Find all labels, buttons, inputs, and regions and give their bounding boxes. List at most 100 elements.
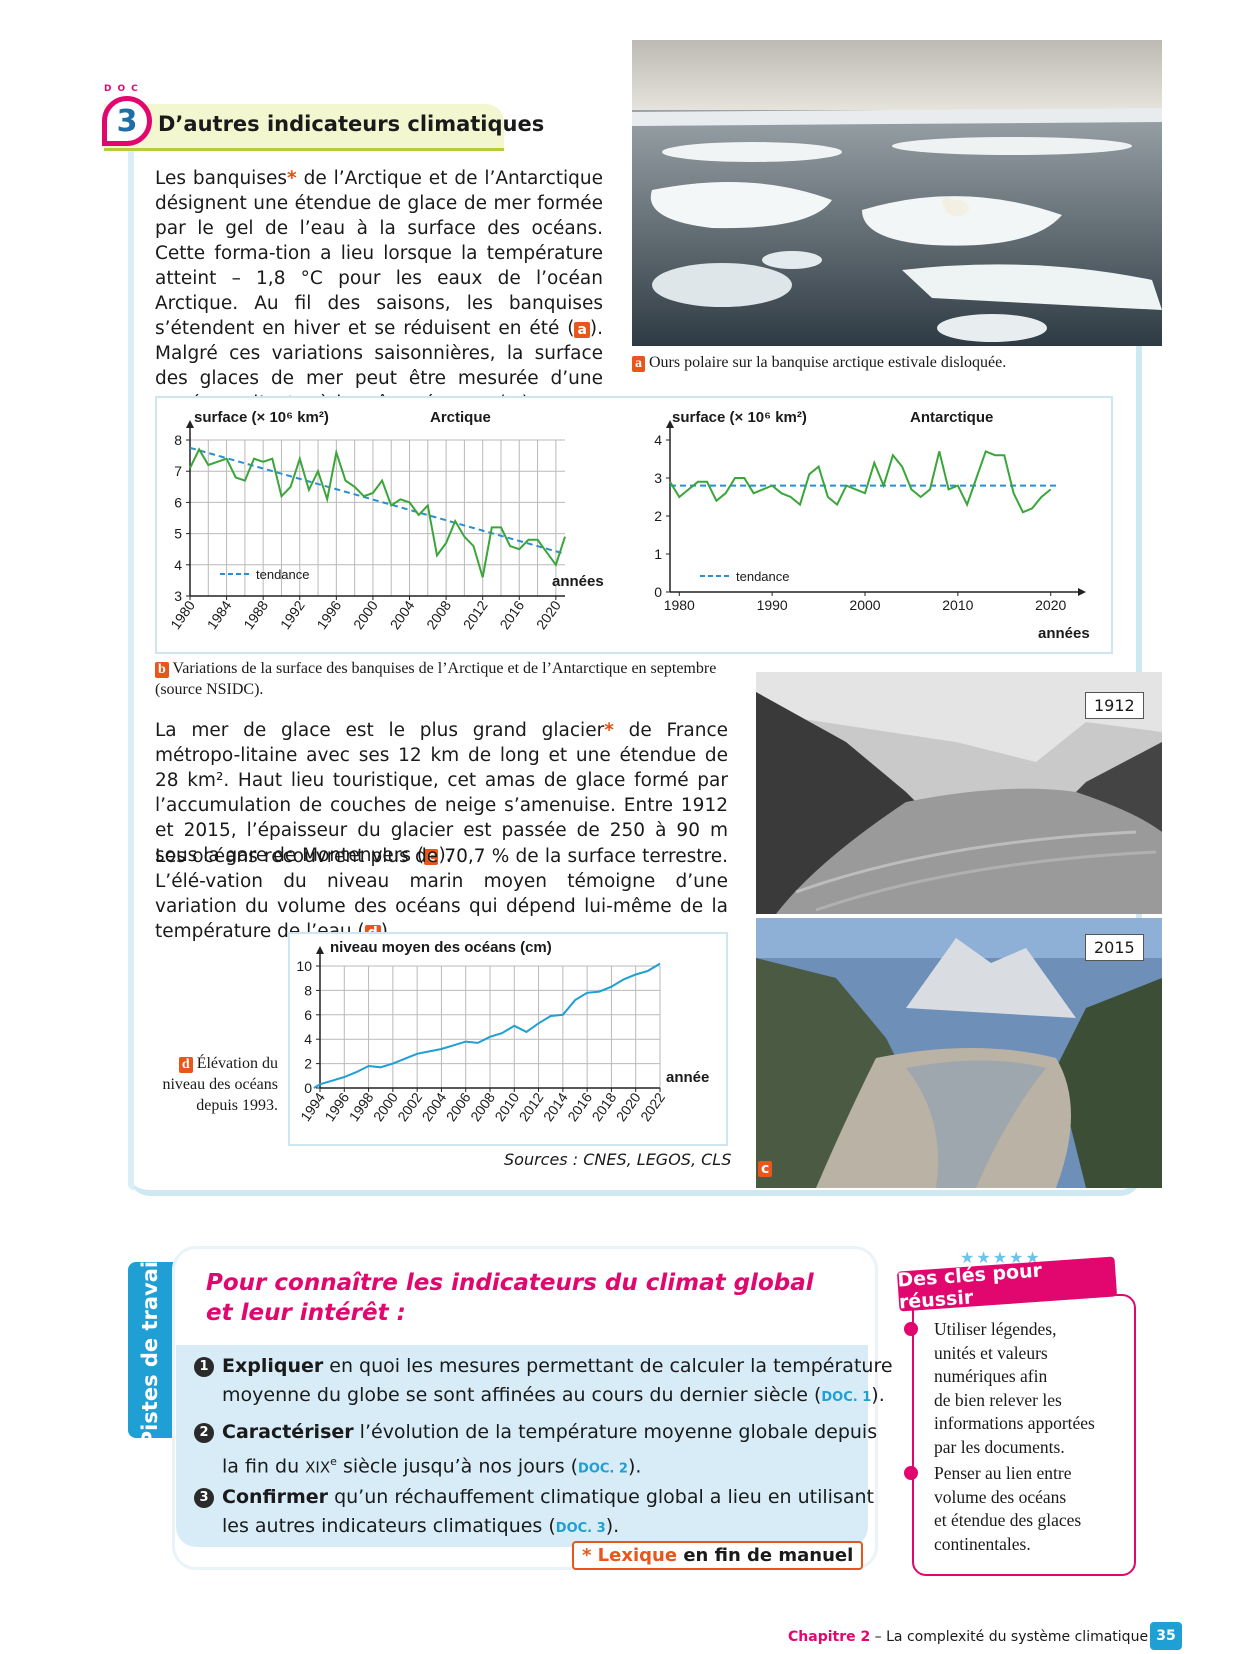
paragraph-oceans: Les océans recouvrent plus de 70,7 % de … — [155, 844, 728, 944]
antarctic-ylabel: surface (× 10⁶ km²) — [672, 409, 807, 426]
footer-chapter: Chapitre 2 — [788, 1629, 871, 1645]
arctic-y-ticks: 3 4 5 6 7 8 — [174, 432, 190, 604]
caption-b: b Variations de la surface des banquises… — [155, 658, 745, 700]
x-tick-label: 2012 — [460, 597, 491, 632]
chart-b-frame — [155, 396, 1113, 654]
ocean-ylabel: niveau moyen des océans (cm) — [330, 939, 552, 956]
caption-tag-d: d — [178, 1057, 193, 1073]
pistes-questions-bg — [176, 1345, 868, 1547]
question-1: 1 Expliquer en quoi les mesures permettan… — [194, 1352, 893, 1412]
footer-chapter-title: – La complexité du système climatique — [870, 1629, 1149, 1645]
arctic-trend-line — [189, 446, 566, 555]
question-3-text-2: les autres indicateurs climatiques ( — [222, 1515, 556, 1537]
x-tick-label: 2018 — [588, 1089, 619, 1124]
ref-tag-c[interactable]: c — [424, 849, 439, 865]
question-1-end: ). — [871, 1384, 885, 1406]
question-2-number: 2 — [194, 1422, 214, 1443]
x-tick-label: 2004 — [387, 597, 418, 632]
text-run: Les banquises — [155, 168, 287, 189]
y-tick-label: 8 — [174, 432, 182, 448]
x-tick-label: 2000 — [370, 1089, 401, 1124]
key-1: Utiliser légendes, unités et valeurs num… — [934, 1318, 1095, 1459]
paragraph-banquises: Les banquises* de l’Arctique et de l’Ant… — [155, 166, 603, 416]
pistes-tab — [128, 1262, 174, 1438]
x-tick-label: 1994 — [297, 1089, 328, 1124]
antarctic-legend-label: tendance — [736, 569, 790, 584]
doc-panel-edge — [128, 150, 134, 1190]
lexique-star: * Lexique — [582, 1545, 678, 1566]
question-2-text-2: la fin du — [222, 1455, 306, 1478]
year-label-1912: 1912 — [1085, 692, 1144, 719]
ocean-x-ticks: 1994199619982000200220042006200820102012… — [297, 1088, 668, 1124]
y-tick-label: 3 — [174, 588, 182, 604]
text-run: Les océans recouvrent plus de 70,7 % de … — [155, 846, 728, 942]
key-2-line: et étendue des glaces — [934, 1510, 1082, 1530]
x-tick-label: 1992 — [277, 597, 308, 632]
x-tick-label: 2000 — [350, 597, 381, 632]
y-tick-label: 7 — [174, 463, 182, 479]
arctic-ylabel: surface (× 10⁶ km²) — [194, 409, 329, 426]
question-3-end: ). — [605, 1515, 620, 1537]
key-2: Penser au lien entre volume des océans e… — [934, 1462, 1081, 1556]
arctic-x-ticks: 1980 1984 1988 1992 1996 2000 2004 2008 2012 2016… — [167, 596, 564, 632]
paragraph-mer-de-glace: La mer de glace est le plus grand glacie… — [155, 718, 728, 868]
doc-ref-2[interactable]: DOC. 2 — [578, 1461, 628, 1477]
question-1-text: en quoi les mesures permettant de calcul… — [323, 1355, 893, 1377]
x-tick-label: 1980 — [167, 597, 198, 632]
chart-antarctic: 1980 1990 2000 2010 2020 0 1 2 3 4 surface (× 10… — [654, 409, 1090, 642]
pistes-title-line-1: Pour connaître les indicateurs du climat… — [206, 1270, 814, 1296]
y-tick-label: 10 — [296, 958, 312, 974]
doc-ref-1[interactable]: DOC. 1 — [821, 1390, 872, 1405]
photo-glacier-2015 — [756, 918, 1162, 1188]
x-tick-label: 1980 — [664, 597, 695, 613]
question-2-text-3: siècle jusqu’à nos jours ( — [336, 1455, 579, 1478]
y-axis-arrow-icon — [316, 946, 324, 954]
chart-ocean-level: 1994199619982000200220042006200820102012… — [296, 939, 709, 1124]
y-tick-label: 0 — [654, 584, 662, 600]
doc-ref-3[interactable]: DOC. 3 — [555, 1521, 606, 1536]
lexicon-star: * — [604, 720, 614, 741]
question-2: 2 Caractériser l’évolution de la températ… — [194, 1418, 877, 1483]
key-2-line: Penser au lien entre — [934, 1463, 1072, 1483]
ocean-grid — [319, 965, 661, 1089]
key-1-line: informations apportées — [934, 1413, 1095, 1433]
ref-tag-a[interactable]: a — [574, 322, 590, 338]
pistes-tab-label: Pistes de travail — [138, 1253, 162, 1447]
question-2-end: ). — [627, 1455, 642, 1478]
x-tick-label: 2020 — [613, 1089, 644, 1124]
antarctic-title: Antarctique — [910, 409, 993, 426]
key-1-line: numériques afin — [934, 1366, 1048, 1386]
antarctic-axes — [666, 420, 1086, 596]
y-tick-label: 8 — [304, 982, 312, 998]
caption-a: a Ours polaire sur la banquise arctique … — [632, 352, 1006, 373]
chart-arctic: 1980 1984 1988 1992 1996 2000 2004 2008 2012 2016… — [167, 409, 604, 632]
x-tick-label: 1998 — [346, 1089, 377, 1124]
bullet-icon — [904, 1466, 918, 1480]
x-tick-label: 2000 — [849, 597, 880, 613]
doc-number-badge: 3 — [102, 96, 152, 146]
arctic-series-line — [189, 447, 566, 578]
text-run: ). — [438, 845, 452, 866]
x-tick-label: 2008 — [423, 597, 454, 632]
ocean-series-line — [313, 962, 661, 1089]
year-label-2015: 2015 — [1085, 934, 1144, 961]
key-1-line: de bien relever les — [934, 1389, 1062, 1410]
sources-text: Sources : CNES, LEGOS, CLS — [504, 1150, 732, 1169]
x-tick-label: 2006 — [443, 1089, 474, 1124]
question-3: 3 Confirmer qu’un réchauffement climatiqu… — [194, 1483, 874, 1543]
lexique-note: * Lexique en fin de manuel — [572, 1541, 864, 1570]
pistes-title-line-2: et leur intérêt : — [206, 1300, 406, 1326]
x-tick-label: 1996 — [313, 597, 344, 632]
x-axis-arrow-icon — [1078, 588, 1086, 596]
y-tick-label: 4 — [654, 432, 662, 448]
y-axis-arrow-icon — [666, 420, 674, 428]
x-tick-label: 2012 — [516, 1089, 547, 1124]
century-roman: XIX — [305, 1458, 331, 1477]
x-tick-label: 2002 — [394, 1089, 425, 1124]
x-tick-label: 2016 — [564, 1089, 595, 1124]
x-tick-label: 2016 — [496, 597, 527, 632]
key-1-line: Utiliser légendes, — [934, 1319, 1057, 1339]
key-1-line: par les documents. — [934, 1436, 1065, 1457]
question-1-text-2: moyenne du globe se sont affinées au cou… — [222, 1384, 822, 1406]
y-axis-arrow-icon — [186, 420, 194, 428]
